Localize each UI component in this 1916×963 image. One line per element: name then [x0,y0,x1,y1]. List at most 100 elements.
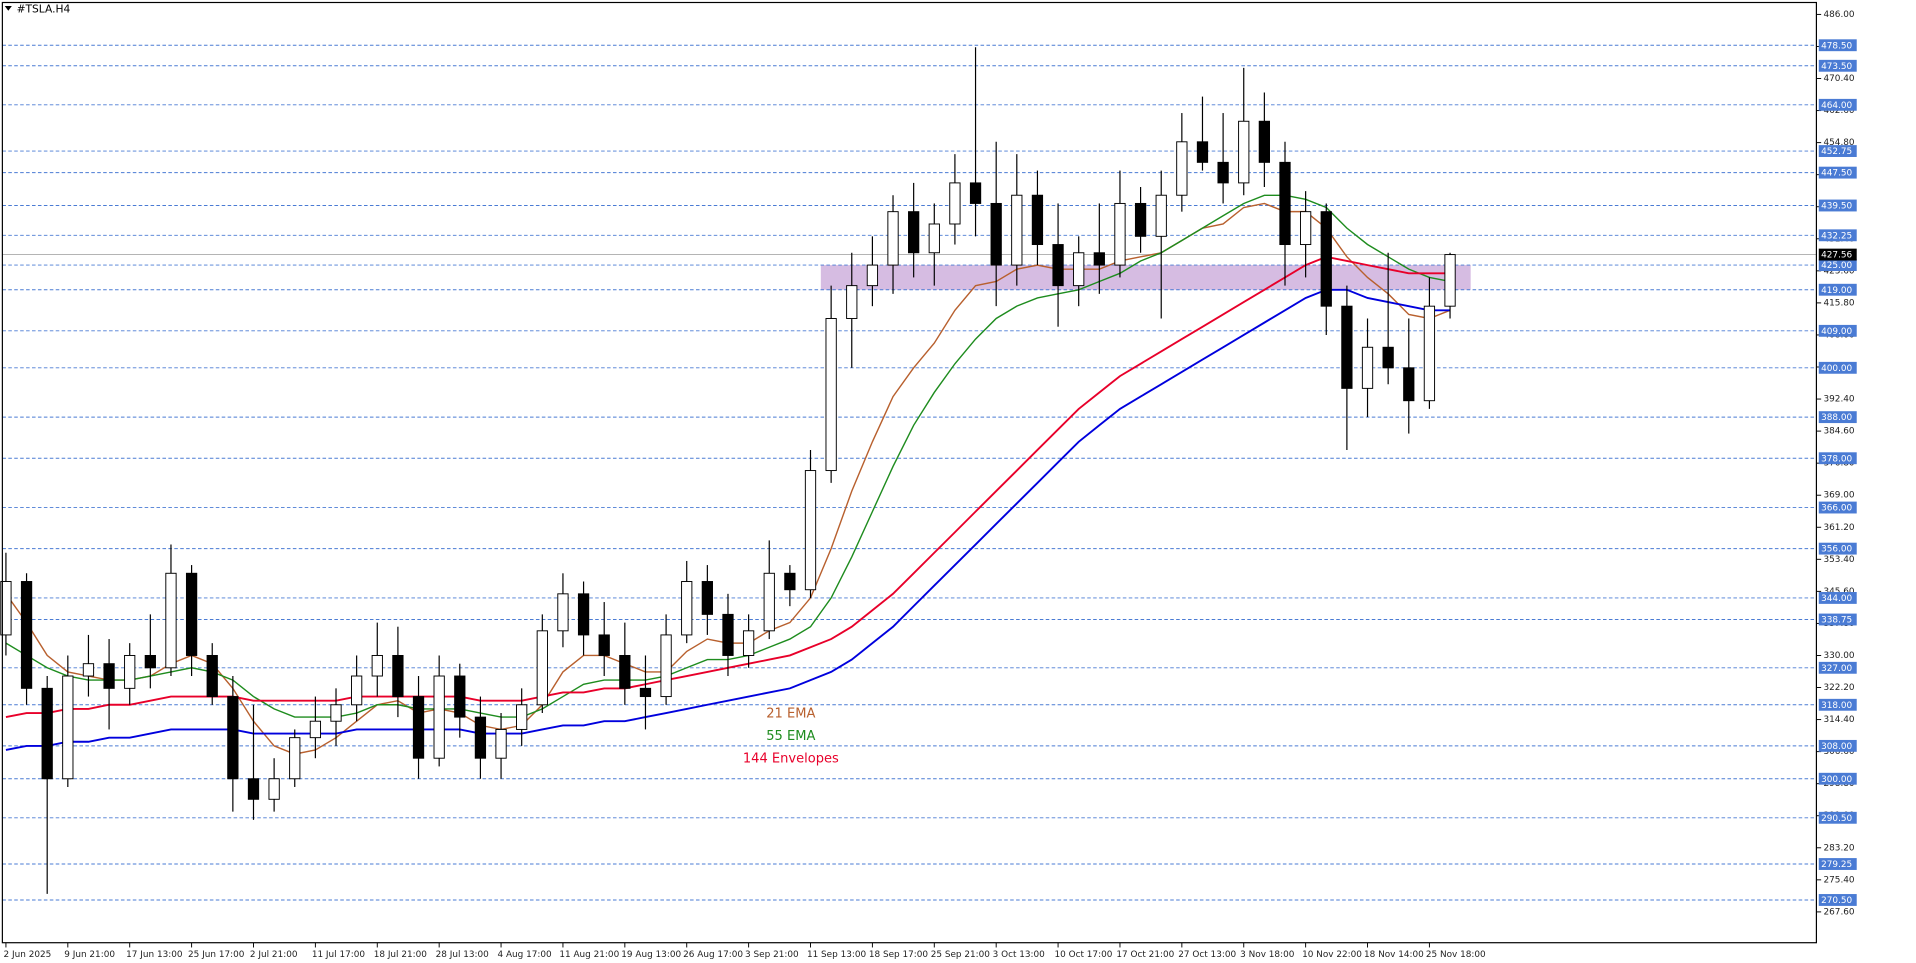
level-box [1818,411,1857,424]
candle-body [1423,305,1436,402]
level-label: 400.00 [1821,364,1852,374]
candle-body [474,716,487,759]
candle-body [289,737,301,780]
level-box [1818,542,1857,555]
candle-body [1341,305,1353,389]
x-tick-label: 10 Oct 17:00 [1055,950,1113,960]
x-tick-label: 3 Sep 21:00 [745,950,799,960]
candle-body [1279,161,1291,246]
candle-body [247,778,260,800]
candle-body [1031,194,1044,246]
x-tick-label: 11 Sep 13:00 [807,950,867,960]
candle-body [454,675,466,718]
candle-body [1011,194,1023,266]
candle-body [371,654,383,677]
y-tick-label: 330.00 [1824,651,1855,661]
title-icon [4,6,12,11]
candle-body [1217,161,1229,184]
y-tick-label: 384.60 [1824,427,1855,437]
level-label: 366.00 [1821,504,1852,514]
legend-label: 21 EMA [766,706,815,721]
y-tick-label: 415.80 [1824,298,1855,308]
level-label: 338.75 [1821,616,1852,626]
candle-body [1114,202,1126,266]
candle-body [41,687,53,780]
candle-body [351,675,363,706]
candle-body [0,581,12,636]
candle-body [1320,211,1332,307]
x-tick-label: 2 Jun 2025 [4,950,52,960]
level-label: 432.25 [1821,231,1852,241]
y-tick-label: 423.60 [1824,266,1855,276]
x-tick-label: 17 Oct 21:00 [1116,950,1174,960]
level-label: 473.50 [1821,62,1852,72]
level-label: 388.00 [1821,413,1852,423]
candle-body [412,696,425,759]
y-tick-label: 454.80 [1824,138,1855,148]
y-tick-label: 322.20 [1824,683,1855,693]
candle-body [536,630,548,706]
y-tick-label: 392.40 [1824,395,1855,405]
level-box [1818,229,1857,242]
level-box [1818,501,1857,514]
y-tick-label: 283.20 [1824,843,1855,853]
level-box [1818,698,1857,711]
x-tick-label: 19 Aug 13:00 [621,950,681,960]
y-tick-label: 314.40 [1824,715,1855,725]
level-box [1818,858,1857,870]
candle-body [557,593,569,632]
level-box [1818,145,1857,157]
candle-body [908,211,920,254]
y-tick-label: 267.60 [1824,907,1855,917]
level-label: 270.50 [1821,896,1852,906]
level-label: 290.50 [1821,814,1852,824]
candle-body [20,581,33,689]
level-label: 409.00 [1821,327,1852,337]
x-tick-label: 2 Jul 21:00 [250,950,298,960]
grid-layer [2,44,1817,901]
zone-rect [820,265,1471,290]
candle-body [701,581,713,615]
level-box [1818,772,1857,785]
level-box [1818,361,1857,374]
candle-body [742,630,755,656]
candle-body [1382,346,1394,369]
x-tick-label: 3 Nov 18:00 [1240,950,1295,960]
x-tick-label: 11 Aug 21:00 [559,950,619,960]
x-tick-label: 4 Aug 17:00 [497,950,552,960]
candle-body [577,593,590,636]
y-tick-label: 361.20 [1824,523,1855,533]
candle-body [165,572,177,669]
y-tick-label: 353.40 [1824,555,1855,565]
level-box [1818,166,1857,179]
candle-body [1176,141,1188,196]
level-label: 300.00 [1821,775,1852,785]
x-tick-label: 25 Jun 17:00 [188,950,245,960]
indicator-line [5,288,1451,751]
candle-body [268,778,280,800]
chart-title: #TSLA.H4 [17,3,71,16]
level-box [1818,661,1857,674]
candle-body [330,704,342,722]
x-tick-label: 9 Jun 21:00 [64,950,115,960]
level-label: 447.50 [1821,169,1852,179]
candle-body [722,613,734,656]
candle-body [1073,252,1085,287]
candle-body [887,211,899,266]
candle-body [1258,120,1271,163]
y-tick-label: 369.00 [1824,491,1855,501]
level-box [1818,59,1857,72]
candle-body [62,675,74,780]
candle-body [784,572,796,591]
candle-body [681,581,693,636]
level-label: 419.00 [1821,286,1852,296]
x-tick-label: 18 Jul 21:00 [374,950,428,960]
candle-layer [0,47,1456,894]
level-box [1818,452,1857,465]
candle-body [598,634,610,656]
candle-body [1299,211,1312,246]
level-box [1818,739,1857,752]
level-label: 344.00 [1821,594,1852,604]
